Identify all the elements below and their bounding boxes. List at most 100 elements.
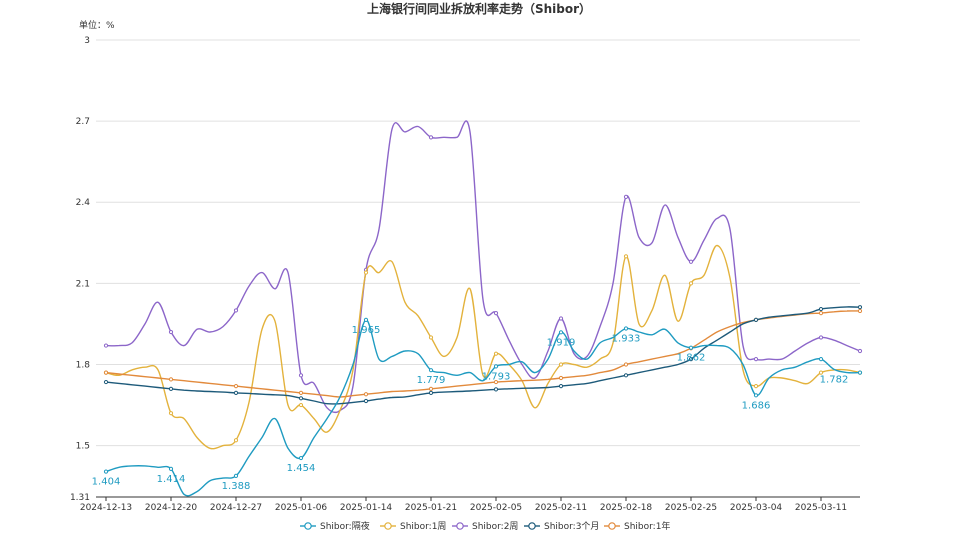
legend-item-0[interactable]: Shibor:隔夜 — [300, 520, 370, 532]
data-point — [168, 386, 174, 391]
x-tick-label: 2025-01-21 — [405, 503, 457, 513]
axes: 1.31 1.5 1.8 2.1 2.4 2.7 3 2024-12-13 2024-12-20… — [70, 36, 860, 513]
x-tick-label: 2025-02-05 — [470, 503, 522, 513]
data-point — [168, 329, 174, 335]
unit-label: 单位：% — [79, 19, 115, 31]
data-point — [363, 270, 369, 275]
legend-item-4[interactable]: Shibor:1年 — [604, 520, 670, 532]
data-point — [688, 345, 694, 350]
data-point — [818, 311, 824, 316]
data-point — [623, 373, 629, 378]
data-label: 1.933 — [612, 334, 641, 345]
legend-label: Shibor:隔夜 — [320, 520, 370, 532]
data-point — [103, 343, 109, 348]
y-tick-label: 2.4 — [76, 198, 91, 208]
data-point — [298, 402, 304, 408]
x-tick-label: 2025-02-18 — [600, 503, 653, 513]
y-tick-label: 1.31 — [70, 493, 90, 503]
x-tick-label: 2025-03-04 — [730, 503, 783, 513]
legend-swatch-marker — [528, 522, 536, 530]
data-point — [103, 370, 109, 375]
legend-label: Shibor:2周 — [472, 521, 518, 532]
legend[interactable]: Shibor:隔夜 Shibor:1周 Shibor:2周 Shibor:3个月 Shi… — [300, 520, 670, 532]
x-tick-label: 2025-03-11 — [795, 503, 847, 513]
data-point — [233, 473, 239, 479]
data-point — [558, 384, 564, 389]
data-point — [298, 396, 304, 401]
data-label: 1.793 — [482, 371, 511, 382]
data-point — [493, 364, 499, 369]
data-point — [363, 317, 369, 322]
data-label: 1.965 — [352, 325, 381, 336]
data-label: 1.686 — [742, 400, 771, 411]
legend-swatch-marker — [456, 522, 464, 530]
data-labels: 1.404 1.414 1.388 1.454 1.965 1.779 1.793 1.919… — [92, 325, 849, 492]
legend-item-3[interactable]: Shibor:3个月 — [524, 521, 599, 532]
data-point — [857, 370, 863, 375]
data-point — [818, 370, 824, 375]
data-point — [818, 306, 824, 312]
data-point — [168, 411, 174, 416]
data-point — [168, 466, 174, 471]
data-point — [753, 393, 759, 398]
y-tick-label: 2.1 — [76, 279, 90, 289]
legend-label: Shibor:3个月 — [544, 521, 599, 532]
data-point — [233, 308, 239, 313]
legend-swatch-marker — [384, 522, 392, 530]
data-point — [558, 330, 564, 335]
data-label: 1.404 — [92, 477, 121, 488]
data-point — [298, 455, 304, 461]
x-tick-label: 2024-12-27 — [210, 503, 262, 513]
legend-swatch-marker — [304, 522, 312, 530]
x-tick-label: 2025-02-11 — [535, 503, 587, 513]
data-point — [753, 356, 759, 362]
data-point — [688, 356, 694, 362]
data-label: 1.862 — [677, 353, 706, 364]
data-point — [493, 311, 499, 316]
x-tick-label: 2025-02-25 — [665, 503, 717, 513]
legend-item-1[interactable]: Shibor:1周 — [380, 521, 446, 532]
data-label: 1.414 — [157, 474, 186, 485]
data-point — [753, 317, 759, 322]
data-point — [558, 362, 564, 367]
series-line-3 — [105, 306, 861, 405]
grid-lines — [96, 39, 860, 498]
series-line-2 — [105, 120, 861, 414]
data-point — [103, 379, 109, 385]
data-point — [103, 469, 109, 474]
x-tick-label: 2025-01-14 — [340, 503, 393, 513]
data-point — [428, 335, 434, 340]
data-point — [623, 326, 629, 331]
data-label: 1.779 — [417, 375, 446, 386]
data-point — [168, 377, 174, 382]
data-point — [428, 390, 434, 395]
data-point — [493, 387, 499, 392]
data-point — [233, 438, 239, 443]
data-point — [298, 390, 304, 395]
data-point — [623, 362, 629, 367]
data-label: 1.919 — [547, 337, 576, 348]
data-point — [493, 351, 499, 356]
data-point — [363, 392, 369, 397]
data-point — [428, 135, 434, 140]
data-point — [558, 375, 564, 381]
data-point — [493, 379, 499, 385]
series-line-0 — [105, 319, 861, 497]
x-tick-label: 2025-01-06 — [275, 503, 328, 513]
y-tick-label: 3 — [84, 36, 90, 46]
data-point — [298, 373, 304, 378]
x-tick-label: 2024-12-20 — [145, 503, 198, 513]
y-tick-label: 1.8 — [76, 360, 91, 370]
data-point — [818, 356, 824, 362]
data-point — [818, 335, 824, 340]
data-point — [857, 308, 863, 314]
series-lines — [103, 120, 863, 497]
data-point — [857, 348, 863, 354]
x-tick-label: 2024-12-13 — [80, 503, 132, 513]
chart-title: 上海银行间同业拆放利率走势（Shibor） — [367, 1, 591, 16]
data-label: 1.782 — [820, 374, 849, 385]
legend-item-2[interactable]: Shibor:2周 — [452, 521, 518, 532]
legend-label: Shibor:1周 — [400, 521, 446, 532]
